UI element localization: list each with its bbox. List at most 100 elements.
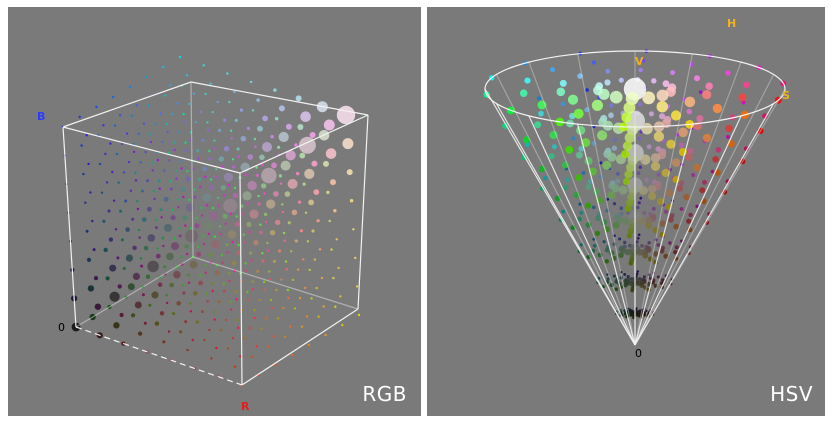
color-sample-dot <box>89 191 92 194</box>
color-sample-dot <box>241 212 244 216</box>
color-sample-dot <box>659 220 666 227</box>
color-sample-dot <box>202 64 205 67</box>
color-sample-dot <box>585 88 589 92</box>
color-sample-dot <box>623 102 636 114</box>
color-sample-dot <box>154 321 160 326</box>
color-sample-dot <box>108 237 114 242</box>
color-sample-dot <box>189 131 192 134</box>
color-sample-dot <box>266 199 276 209</box>
color-sample-dot <box>247 180 257 191</box>
color-sample-dot <box>282 306 285 310</box>
color-sample-dot <box>87 285 95 292</box>
color-sample-dot <box>594 230 601 237</box>
color-sample-dot <box>278 174 282 178</box>
color-sample-dot <box>616 216 623 224</box>
color-sample-dot <box>263 192 266 195</box>
color-sample-dot <box>645 309 648 313</box>
color-sample-dot <box>573 108 584 119</box>
color-sample-dot <box>626 275 630 279</box>
color-sample-dot <box>637 201 641 205</box>
color-sample-dot <box>128 85 132 89</box>
cube-edge <box>241 308 359 386</box>
cube-edge <box>239 172 243 386</box>
color-sample-dot <box>80 144 83 147</box>
color-sample-dot <box>168 159 171 162</box>
color-sample-dot <box>698 90 703 94</box>
color-sample-dot <box>173 237 176 240</box>
color-sample-dot <box>538 165 546 173</box>
color-sample-dot <box>654 238 658 242</box>
color-sample-dot <box>608 112 614 119</box>
color-sample-dot <box>100 191 104 194</box>
color-sample-dot <box>184 148 188 152</box>
color-sample-dot <box>611 145 618 151</box>
color-sample-dot <box>230 308 233 311</box>
color-sample-dot <box>266 241 269 245</box>
color-sample-dot <box>538 110 544 117</box>
color-sample-dot <box>643 313 647 317</box>
color-sample-dot <box>638 165 642 169</box>
color-sample-dot <box>226 72 229 75</box>
color-sample-dot <box>598 174 603 180</box>
color-sample-dot <box>573 191 581 199</box>
color-sample-dot <box>621 313 625 317</box>
color-sample-dot <box>182 195 185 199</box>
color-sample-dot <box>85 229 89 233</box>
color-sample-dot <box>156 158 160 162</box>
color-sample-dot <box>287 178 298 189</box>
color-sample-dot <box>161 140 164 144</box>
color-sample-dot <box>621 112 632 123</box>
color-sample-dot <box>285 150 296 161</box>
color-sample-dot <box>619 206 624 210</box>
color-sample-dot <box>262 280 266 284</box>
color-sample-dot <box>189 260 198 269</box>
color-sample-dot <box>104 152 107 156</box>
color-sample-dot <box>261 252 264 255</box>
color-sample-dot <box>202 166 208 172</box>
color-sample-dot <box>272 335 275 338</box>
color-sample-dot <box>186 348 189 352</box>
color-sample-dot <box>579 243 583 247</box>
color-sample-dot <box>620 308 623 311</box>
color-sample-dot <box>622 141 633 151</box>
color-sample-dot <box>236 318 239 322</box>
color-sample-dot <box>661 168 670 177</box>
color-sample-dot <box>95 105 98 109</box>
color-sample-dot <box>253 316 257 320</box>
color-sample-dot <box>153 197 156 201</box>
color-sample-dot <box>275 288 278 292</box>
color-sample-dot <box>209 178 213 181</box>
color-sample-dot <box>278 249 282 253</box>
color-sample-dot <box>670 70 676 76</box>
color-sample-dot <box>144 150 147 154</box>
color-sample-dot <box>271 162 277 169</box>
color-sample-dot <box>324 333 327 337</box>
color-sample-dot <box>615 178 621 184</box>
color-sample-dot <box>147 206 152 212</box>
color-sample-dot <box>157 179 161 183</box>
color-sample-dot <box>139 257 143 260</box>
color-sample-dot <box>311 229 315 233</box>
color-sample-dot <box>313 189 320 196</box>
color-sample-dot <box>265 316 268 320</box>
color-sample-dot <box>635 272 639 276</box>
color-sample-dot <box>275 219 281 226</box>
color-sample-dot <box>536 96 541 101</box>
cube-edge <box>190 81 369 116</box>
color-sample-dot <box>662 80 670 88</box>
color-sample-dot <box>656 243 661 247</box>
color-sample-dot <box>274 363 277 367</box>
color-sample-dot <box>242 233 245 236</box>
color-sample-dot <box>621 217 630 226</box>
color-sample-dot <box>210 357 213 360</box>
color-sample-dot <box>141 285 145 289</box>
color-sample-dot <box>258 298 261 302</box>
color-sample-dot <box>661 278 665 282</box>
color-sample-dot <box>231 336 235 340</box>
color-sample-dot <box>628 260 634 266</box>
color-sample-dot <box>626 199 634 207</box>
color-sample-dot <box>172 312 176 316</box>
color-sample-dot <box>684 153 693 161</box>
color-sample-dot <box>702 133 712 143</box>
color-sample-dot <box>256 269 260 273</box>
